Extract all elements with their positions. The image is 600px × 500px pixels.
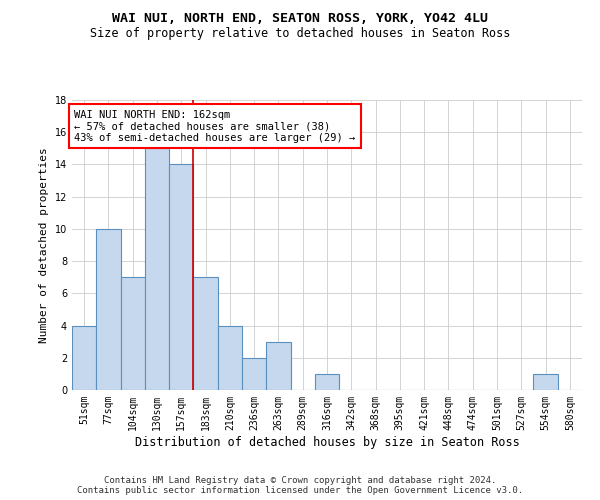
Bar [145,148,169,390]
Text: Contains HM Land Registry data © Crown copyright and database right 2024.
Contai: Contains HM Land Registry data © Crown c… [77,476,523,495]
Bar [242,358,266,390]
Bar [121,277,145,390]
Bar [169,164,193,390]
Text: WAI NUI NORTH END: 162sqm
← 57% of detached houses are smaller (38)
43% of semi-: WAI NUI NORTH END: 162sqm ← 57% of detac… [74,110,356,143]
Bar [193,277,218,390]
Bar [315,374,339,390]
Bar [266,342,290,390]
X-axis label: Distribution of detached houses by size in Seaton Ross: Distribution of detached houses by size … [134,436,520,448]
Bar [96,229,121,390]
Text: Size of property relative to detached houses in Seaton Ross: Size of property relative to detached ho… [90,28,510,40]
Bar [72,326,96,390]
Text: WAI NUI, NORTH END, SEATON ROSS, YORK, YO42 4LU: WAI NUI, NORTH END, SEATON ROSS, YORK, Y… [112,12,488,26]
Y-axis label: Number of detached properties: Number of detached properties [39,147,49,343]
Bar [218,326,242,390]
Bar [533,374,558,390]
